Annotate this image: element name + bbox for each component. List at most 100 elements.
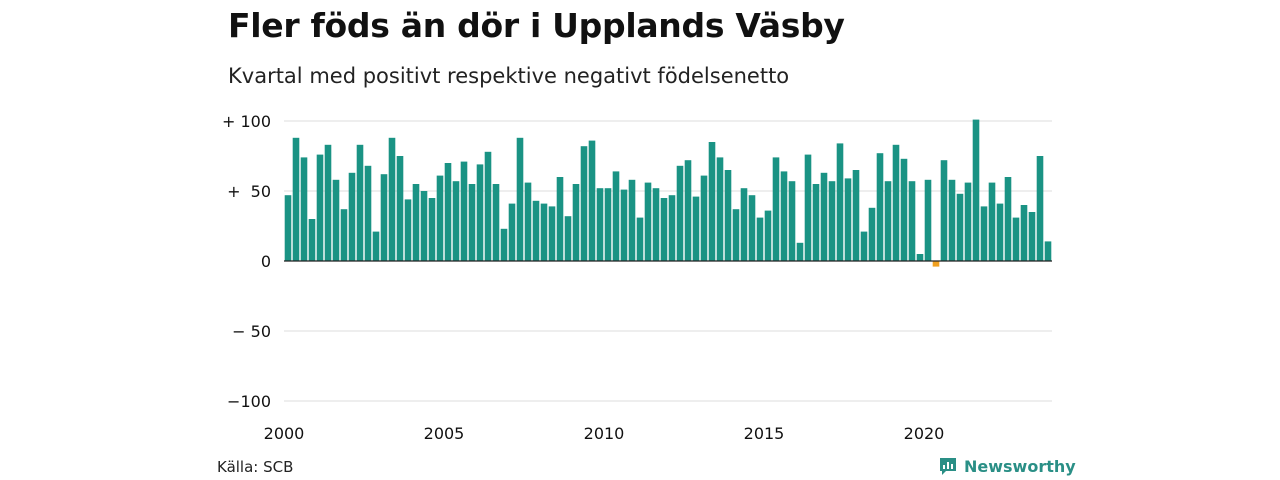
- bar-positive: [980, 206, 988, 261]
- bar-positive: [556, 177, 564, 261]
- bar-positive: [444, 163, 452, 261]
- brand-name: Newsworthy: [964, 456, 1076, 476]
- bar-positive: [716, 157, 724, 261]
- bar-positive: [724, 170, 732, 261]
- bar-positive: [300, 157, 308, 261]
- bar-positive: [708, 142, 716, 261]
- bar-positive: [836, 143, 844, 261]
- bar-positive: [740, 188, 748, 261]
- bar-positive: [1028, 212, 1036, 261]
- x-tick-label: 2020: [904, 424, 945, 443]
- bar-positive: [1036, 156, 1044, 261]
- bar-positive: [868, 207, 876, 261]
- x-tick-label: 2015: [744, 424, 785, 443]
- bar-positive: [692, 196, 700, 261]
- bar-positive: [988, 182, 996, 261]
- bar-positive: [636, 217, 644, 261]
- bar-positive: [492, 184, 500, 261]
- bar-positive: [580, 146, 588, 261]
- bar-positive: [732, 209, 740, 261]
- bar-positive: [484, 151, 492, 261]
- bar-positive: [684, 160, 692, 261]
- bar-positive: [652, 188, 660, 261]
- bar-chart: + 100 + 50 0 − 50 −100 2000 2005 2010 2015 2020: [222, 112, 1052, 443]
- bar-positive: [364, 165, 372, 261]
- bar-positive: [676, 165, 684, 261]
- bar-positive: [996, 203, 1004, 261]
- bar-positive: [748, 195, 756, 261]
- bar-positive: [308, 219, 316, 261]
- bar-positive: [788, 181, 796, 261]
- bar-positive: [372, 231, 380, 261]
- bar-positive: [860, 231, 868, 261]
- bar-positive: [700, 175, 708, 261]
- bar-positive: [468, 184, 476, 261]
- bar-positive: [1044, 241, 1052, 261]
- y-tick-label: −100: [227, 392, 271, 411]
- bar-positive: [884, 181, 892, 261]
- bar-positive: [940, 160, 948, 261]
- bar-positive: [500, 228, 508, 261]
- bar-positive: [972, 119, 980, 261]
- bar-positive: [412, 184, 420, 261]
- bar-positive: [612, 171, 620, 261]
- bar-positive: [644, 182, 652, 261]
- bar-positive: [292, 137, 300, 261]
- x-axis-labels: 2000 2005 2010 2015 2020: [264, 424, 945, 443]
- x-tick-label: 2010: [584, 424, 625, 443]
- bar-positive: [436, 175, 444, 261]
- bar-positive: [964, 182, 972, 261]
- y-tick-label: + 50: [227, 182, 271, 201]
- bar-positive: [628, 179, 636, 261]
- bar-positive: [476, 164, 484, 261]
- bar-positive: [340, 209, 348, 261]
- bar-positive: [588, 140, 596, 261]
- bar-positive: [524, 182, 532, 261]
- bar-positive: [956, 193, 964, 261]
- chart-title: Fler föds än dör i Upplands Väsby: [228, 6, 845, 45]
- bar-positive: [772, 157, 780, 261]
- bar-positive: [876, 153, 884, 261]
- bar-positive: [388, 137, 396, 261]
- bar-positive: [820, 172, 828, 261]
- gridlines: [284, 120, 1052, 402]
- bar-positive: [396, 156, 404, 261]
- bar-positive: [804, 154, 812, 261]
- bar-positive: [452, 181, 460, 261]
- bar-positive: [828, 181, 836, 261]
- bar-positive: [796, 242, 804, 261]
- bar-positive: [420, 191, 428, 261]
- y-axis-labels: + 100 + 50 0 − 50 −100: [222, 112, 271, 411]
- bar-positive: [660, 198, 668, 261]
- x-tick-label: 2005: [424, 424, 465, 443]
- bar-positive: [428, 198, 436, 261]
- bar-positive: [516, 137, 524, 261]
- bar-positive: [852, 170, 860, 261]
- bar-positive: [604, 188, 612, 261]
- bar-positive: [284, 195, 292, 261]
- bar-positive: [348, 172, 356, 261]
- bar-positive: [460, 161, 468, 261]
- bar-positive: [764, 210, 772, 261]
- bar-positive: [916, 254, 924, 261]
- bar-positive: [356, 144, 364, 261]
- bar-positive: [620, 189, 628, 261]
- bar-positive: [780, 171, 788, 261]
- bar-positive: [548, 206, 556, 261]
- bar-positive: [1020, 205, 1028, 261]
- bar-positive: [532, 200, 540, 261]
- bar-positive: [812, 184, 820, 261]
- y-tick-label: + 100: [222, 112, 271, 131]
- brand-logo: Newsworthy: [938, 456, 1076, 476]
- bar-positive: [668, 195, 676, 261]
- bar-positive: [596, 188, 604, 261]
- bar-positive: [404, 199, 412, 261]
- bar-positive: [924, 179, 932, 261]
- bar-positive: [508, 203, 516, 261]
- bar-positive: [1012, 217, 1020, 261]
- bar-negative: [932, 261, 940, 267]
- y-tick-label: − 50: [232, 322, 271, 341]
- bar-positive: [900, 158, 908, 261]
- chart-subtitle: Kvartal med positivt respektive negativt…: [228, 64, 790, 88]
- bar-positive: [564, 216, 572, 261]
